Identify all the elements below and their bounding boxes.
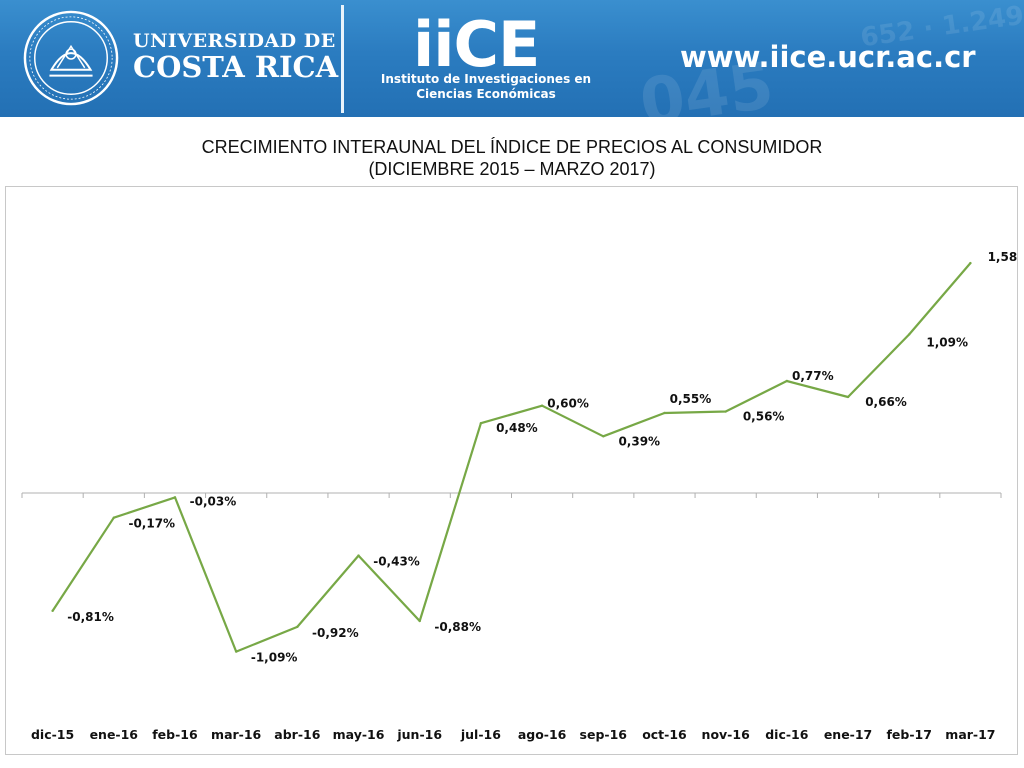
data-label: 0,60% <box>547 397 589 411</box>
data-label: -0,88% <box>434 620 481 634</box>
institute-name-line2: Ciencias Económicas <box>416 87 556 101</box>
x-tick-label: oct-16 <box>642 727 687 742</box>
data-label: -0,17% <box>128 517 175 531</box>
data-label: -1,09% <box>251 651 298 665</box>
data-label: 0,56% <box>743 410 785 424</box>
data-point <box>112 516 115 519</box>
chart-subtitle: (DICIEMBRE 2015 – MARZO 2017) <box>368 159 656 179</box>
data-label: 0,66% <box>865 395 907 409</box>
data-label: 0,77% <box>792 369 834 383</box>
data-point <box>479 421 483 425</box>
data-point <box>173 496 177 499</box>
x-tick-label: jul-16 <box>460 727 501 742</box>
data-point <box>602 435 605 438</box>
x-tick-label: dic-15 <box>31 727 74 742</box>
x-tick-label: feb-16 <box>152 727 198 742</box>
university-seal-icon <box>23 10 119 106</box>
line-chart: -0,81% -0,17% -0,03% -1,09% -0,92% -0,43% -0,8… <box>21 250 1017 742</box>
x-tick-label: jun-16 <box>396 727 442 742</box>
university-name-line2: COSTA RICA <box>133 50 339 84</box>
chart-title-block: CRECIMIENTO INTERAUNAL DEL ÍNDICE DE PRE… <box>0 136 1024 180</box>
x-tick-label: ene-16 <box>90 727 139 742</box>
data-label: 0,48% <box>496 421 538 435</box>
data-label: 0,55% <box>670 392 712 406</box>
data-label: 0,39% <box>618 434 660 448</box>
data-point <box>785 379 789 383</box>
university-name-line1: UNIVERSIDAD DE <box>133 30 336 52</box>
x-tick-label: feb-17 <box>886 727 931 742</box>
data-label: 1,58% <box>988 250 1017 264</box>
header-banner: 045 652 · 1.249 UNIVERSIDAD DE COSTA RIC… <box>0 0 1024 117</box>
x-tick-label: abr-16 <box>274 727 320 742</box>
university-name: UNIVERSIDAD DE COSTA RICA <box>133 32 338 82</box>
data-point <box>908 333 911 336</box>
data-point <box>234 650 238 653</box>
data-label: -0,03% <box>190 494 237 508</box>
institute-logo: iiCE <box>413 8 540 81</box>
chart-area: -0,81% -0,17% -0,03% -1,09% -0,92% -0,43% -0,8… <box>5 186 1018 755</box>
institute-name: Instituto de Investigaciones en Ciencias… <box>376 72 596 102</box>
data-point <box>540 404 544 407</box>
x-tick-label: mar-17 <box>945 727 995 742</box>
x-tick-label: ene-17 <box>824 727 872 742</box>
x-tick-label: dic-16 <box>765 727 809 742</box>
x-tick-label: nov-16 <box>702 727 751 742</box>
website-url[interactable]: www.iice.ucr.ac.cr <box>680 40 976 74</box>
data-point <box>969 261 972 265</box>
data-label: -0,81% <box>67 610 114 624</box>
data-label: -0,43% <box>373 555 420 569</box>
x-tick-label: mar-16 <box>211 727 262 742</box>
chart-title: CRECIMIENTO INTERAUNAL DEL ÍNDICE DE PRE… <box>201 137 823 157</box>
series-line <box>51 262 972 653</box>
data-point <box>51 609 54 613</box>
x-tick-label: may-16 <box>333 727 385 742</box>
x-tick-label: sep-16 <box>580 727 628 742</box>
data-point <box>724 410 727 413</box>
data-label: -0,92% <box>312 626 359 640</box>
institute-name-line1: Instituto de Investigaciones en <box>380 72 592 86</box>
data-point <box>296 625 299 629</box>
banner-divider <box>341 5 344 113</box>
data-point <box>663 411 666 415</box>
data-point <box>846 395 850 399</box>
data-point <box>418 619 421 623</box>
data-label: 1,09% <box>926 335 968 349</box>
x-tick-label: ago-16 <box>518 727 567 742</box>
data-point <box>357 554 360 557</box>
